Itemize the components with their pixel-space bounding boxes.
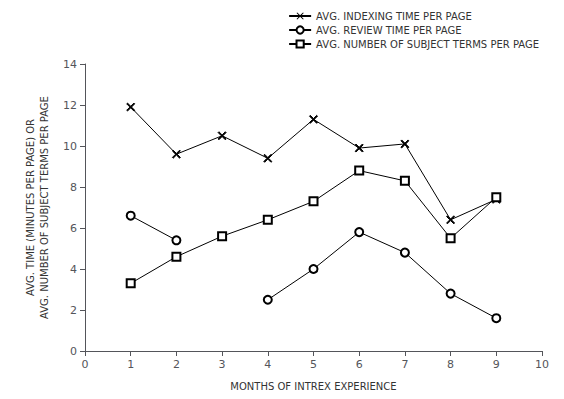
svg-text:AVG. INDEXING TIME PER PAGE: AVG. INDEXING TIME PER PAGE (316, 11, 472, 22)
svg-text:1: 1 (127, 358, 134, 371)
svg-text:5: 5 (310, 358, 317, 371)
svg-text:6: 6 (70, 222, 77, 235)
svg-text:AVG. NUMBER OF SUBJECT TERMS P: AVG. NUMBER OF SUBJECT TERMS PER PAGE (39, 96, 50, 319)
svg-text:12: 12 (63, 99, 77, 112)
svg-text:4: 4 (264, 358, 271, 371)
svg-text:8: 8 (70, 181, 77, 194)
svg-text:6: 6 (356, 358, 363, 371)
svg-text:AVG. REVIEW TIME PER PAGE: AVG. REVIEW TIME PER PAGE (316, 25, 461, 36)
svg-text:3: 3 (219, 358, 226, 371)
svg-text:7: 7 (401, 358, 408, 371)
svg-text:9: 9 (493, 358, 500, 371)
svg-text:10: 10 (63, 140, 77, 153)
svg-text:4: 4 (70, 263, 77, 276)
svg-text:0: 0 (82, 358, 89, 371)
svg-text:10: 10 (535, 358, 549, 371)
svg-text:14: 14 (63, 58, 77, 71)
svg-text:8: 8 (447, 358, 454, 371)
svg-text:AVG. NUMBER OF SUBJECT TERMS P: AVG. NUMBER OF SUBJECT TERMS PER PAGE (316, 39, 539, 50)
svg-text:MONTHS OF INTREX EXPERIENCE: MONTHS OF INTREX EXPERIENCE (230, 381, 396, 392)
svg-text:AVG. TIME (MINUTES PER PAGE) O: AVG. TIME (MINUTES PER PAGE) OR (25, 119, 36, 296)
svg-text:0: 0 (70, 345, 77, 358)
svg-text:2: 2 (70, 304, 77, 317)
svg-text:2: 2 (173, 358, 180, 371)
